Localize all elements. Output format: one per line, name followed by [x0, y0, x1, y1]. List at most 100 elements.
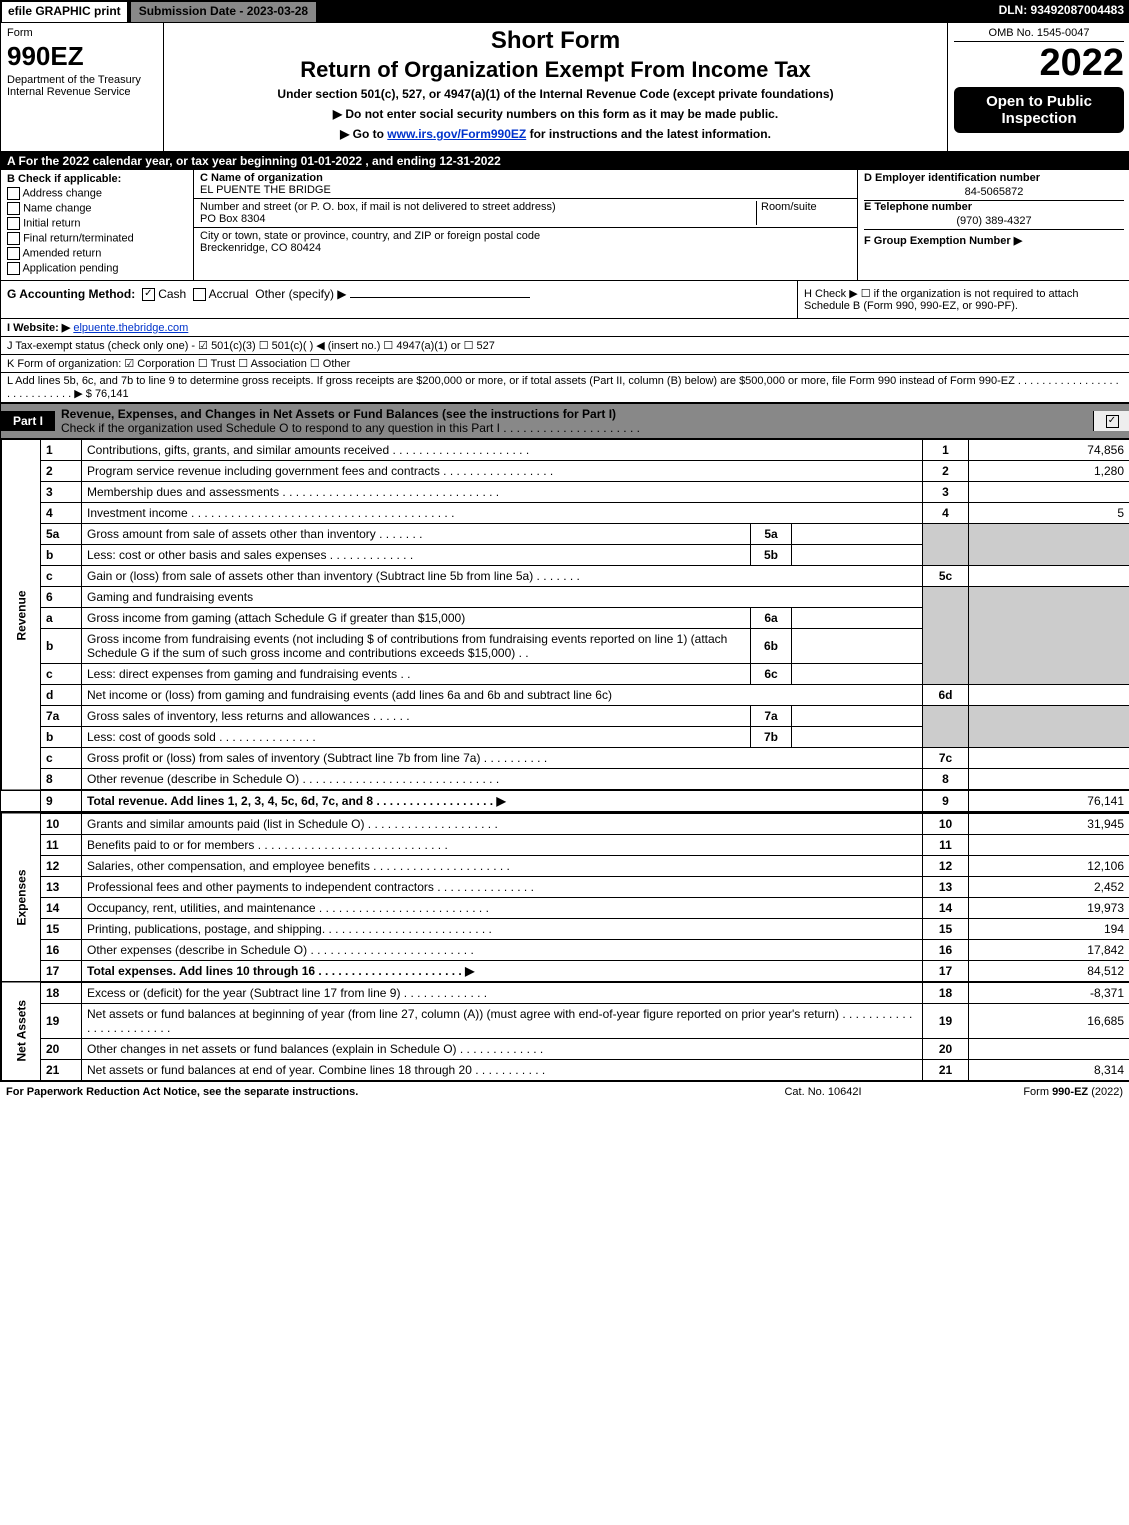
other-specify-line[interactable]: [350, 297, 530, 298]
ln1-amt: 74,856: [969, 440, 1129, 461]
line-17: 17 Total expenses. Add lines 10 through …: [2, 961, 1129, 983]
ln16-desc: Other expenses (describe in Schedule O) …: [82, 940, 923, 961]
ln6d-cell: 6d: [923, 685, 969, 706]
irs-link[interactable]: www.irs.gov/Form990EZ: [387, 127, 526, 141]
ln20-amt: [969, 1039, 1129, 1060]
efile-print-label[interactable]: efile GRAPHIC print: [1, 1, 128, 23]
ln19-desc: Net assets or fund balances at beginning…: [82, 1004, 923, 1039]
chk-amended-return[interactable]: Amended return: [7, 247, 187, 260]
form-number: 990EZ: [7, 41, 157, 72]
ln18-amt: -8,371: [969, 982, 1129, 1004]
ln6b-val[interactable]: [792, 629, 923, 664]
ln6-num: 6: [41, 587, 82, 608]
ln5b-num: b: [41, 545, 82, 566]
ln3-cell: 3: [923, 482, 969, 503]
ln4-amt: 5: [969, 503, 1129, 524]
ln18-cell: 18: [923, 982, 969, 1004]
ln3-num: 3: [41, 482, 82, 503]
grey-5: [923, 524, 969, 566]
ln7b-val[interactable]: [792, 727, 923, 748]
ln5b-val[interactable]: [792, 545, 923, 566]
ln8-desc: Other revenue (describe in Schedule O) .…: [82, 769, 923, 791]
c-label: C Name of organization: [200, 172, 323, 184]
ln6a-desc: Gross income from gaming (attach Schedul…: [82, 608, 751, 629]
ln15-desc: Printing, publications, postage, and shi…: [82, 919, 923, 940]
ln2-cell: 2: [923, 461, 969, 482]
line-14: 14 Occupancy, rent, utilities, and maint…: [2, 898, 1129, 919]
chk-final-return[interactable]: Final return/terminated: [7, 232, 187, 245]
ln5a-val[interactable]: [792, 524, 923, 545]
lines-table: Revenue 1 Contributions, gifts, grants, …: [1, 439, 1129, 1081]
ln14-num: 14: [41, 898, 82, 919]
ssn-warning: ▶ Do not enter social security numbers o…: [174, 107, 937, 121]
grey-5-amt: [969, 524, 1129, 566]
ln7a-val[interactable]: [792, 706, 923, 727]
ln13-amt: 2,452: [969, 877, 1129, 898]
chk-accrual[interactable]: [193, 288, 206, 301]
line-18: Net Assets 18 Excess or (deficit) for th…: [2, 982, 1129, 1004]
line-5c: c Gain or (loss) from sale of assets oth…: [2, 566, 1129, 587]
ln17-amt: 84,512: [969, 961, 1129, 983]
ln14-cell: 14: [923, 898, 969, 919]
irs-label: Internal Revenue Service: [7, 86, 157, 98]
column-d-e-f: D Employer identification number 84-5065…: [858, 170, 1129, 280]
goto-post: for instructions and the latest informat…: [526, 127, 771, 141]
open-inspection-box: Open to Public Inspection: [954, 87, 1124, 133]
ln3-amt: [969, 482, 1129, 503]
ln8-cell: 8: [923, 769, 969, 791]
line-21: 21 Net assets or fund balances at end of…: [2, 1060, 1129, 1081]
chk-cash[interactable]: [142, 288, 155, 301]
ln7b-num: b: [41, 727, 82, 748]
ln12-desc: Salaries, other compensation, and employ…: [82, 856, 923, 877]
part-i-header: Part I Revenue, Expenses, and Changes in…: [1, 403, 1129, 439]
ln9-cell: 9: [923, 790, 969, 813]
chk-initial-return[interactable]: Initial return: [7, 217, 187, 230]
grey-7: [923, 706, 969, 748]
page-footer: For Paperwork Reduction Act Notice, see …: [0, 1082, 1129, 1102]
line-16: 16 Other expenses (describe in Schedule …: [2, 940, 1129, 961]
line-2: 2 Program service revenue including gove…: [2, 461, 1129, 482]
part-i-title-text: Revenue, Expenses, and Changes in Net As…: [61, 407, 616, 421]
ln5a-desc: Gross amount from sale of assets other t…: [82, 524, 751, 545]
ln6a-num: a: [41, 608, 82, 629]
ln9-desc: Total revenue. Add lines 1, 2, 3, 4, 5c,…: [82, 790, 923, 813]
line-a: A For the 2022 calendar year, or tax yea…: [1, 152, 1129, 170]
ln15-num: 15: [41, 919, 82, 940]
column-c: C Name of organization EL PUENTE THE BRI…: [194, 170, 858, 280]
ln6c-sub: 6c: [751, 664, 792, 685]
ln6c-val[interactable]: [792, 664, 923, 685]
k-line: K Form of organization: ☑ Corporation ☐ …: [1, 355, 1129, 373]
room-suite: Room/suite: [756, 201, 851, 225]
part-i-checkbox[interactable]: [1093, 411, 1129, 431]
chk-final-return-label: Final return/terminated: [23, 232, 134, 244]
ln6-desc: Gaming and fundraising events: [82, 587, 923, 608]
ln17-num: 17: [41, 961, 82, 983]
ln11-num: 11: [41, 835, 82, 856]
ln7c-cell: 7c: [923, 748, 969, 769]
chk-address-change[interactable]: Address change: [7, 187, 187, 200]
chk-application-pending[interactable]: Application pending: [7, 262, 187, 275]
section-b-through-f: B Check if applicable: Address change Na…: [1, 170, 1129, 281]
city-label: City or town, state or province, country…: [200, 230, 540, 242]
ln2-num: 2: [41, 461, 82, 482]
ln6a-val[interactable]: [792, 608, 923, 629]
g-label: G Accounting Method:: [7, 287, 135, 301]
h-check: H Check ▶ ☐ if the organization is not r…: [797, 281, 1129, 319]
ln21-desc: Net assets or fund balances at end of ye…: [82, 1060, 923, 1081]
l-text: L Add lines 5b, 6c, and 7b to line 9 to …: [7, 375, 1119, 400]
ln16-cell: 16: [923, 940, 969, 961]
line-20: 20 Other changes in net assets or fund b…: [2, 1039, 1129, 1060]
ln19-cell: 19: [923, 1004, 969, 1039]
ln6c-desc: Less: direct expenses from gaming and fu…: [82, 664, 751, 685]
line-10: Expenses 10 Grants and similar amounts p…: [2, 813, 1129, 835]
ein-value: 84-5065872: [864, 184, 1124, 201]
website-link[interactable]: elpuente.thebridge.com: [73, 322, 188, 334]
ln6d-amt: [969, 685, 1129, 706]
city-value: Breckenridge, CO 80424: [200, 242, 321, 254]
ln12-amt: 12,106: [969, 856, 1129, 877]
submission-date: Submission Date - 2023-03-28: [128, 1, 317, 23]
chk-name-change[interactable]: Name change: [7, 202, 187, 215]
ln8-num: 8: [41, 769, 82, 791]
form-container: efile GRAPHIC print Submission Date - 20…: [0, 0, 1129, 1082]
chk-address-change-label: Address change: [22, 187, 102, 199]
